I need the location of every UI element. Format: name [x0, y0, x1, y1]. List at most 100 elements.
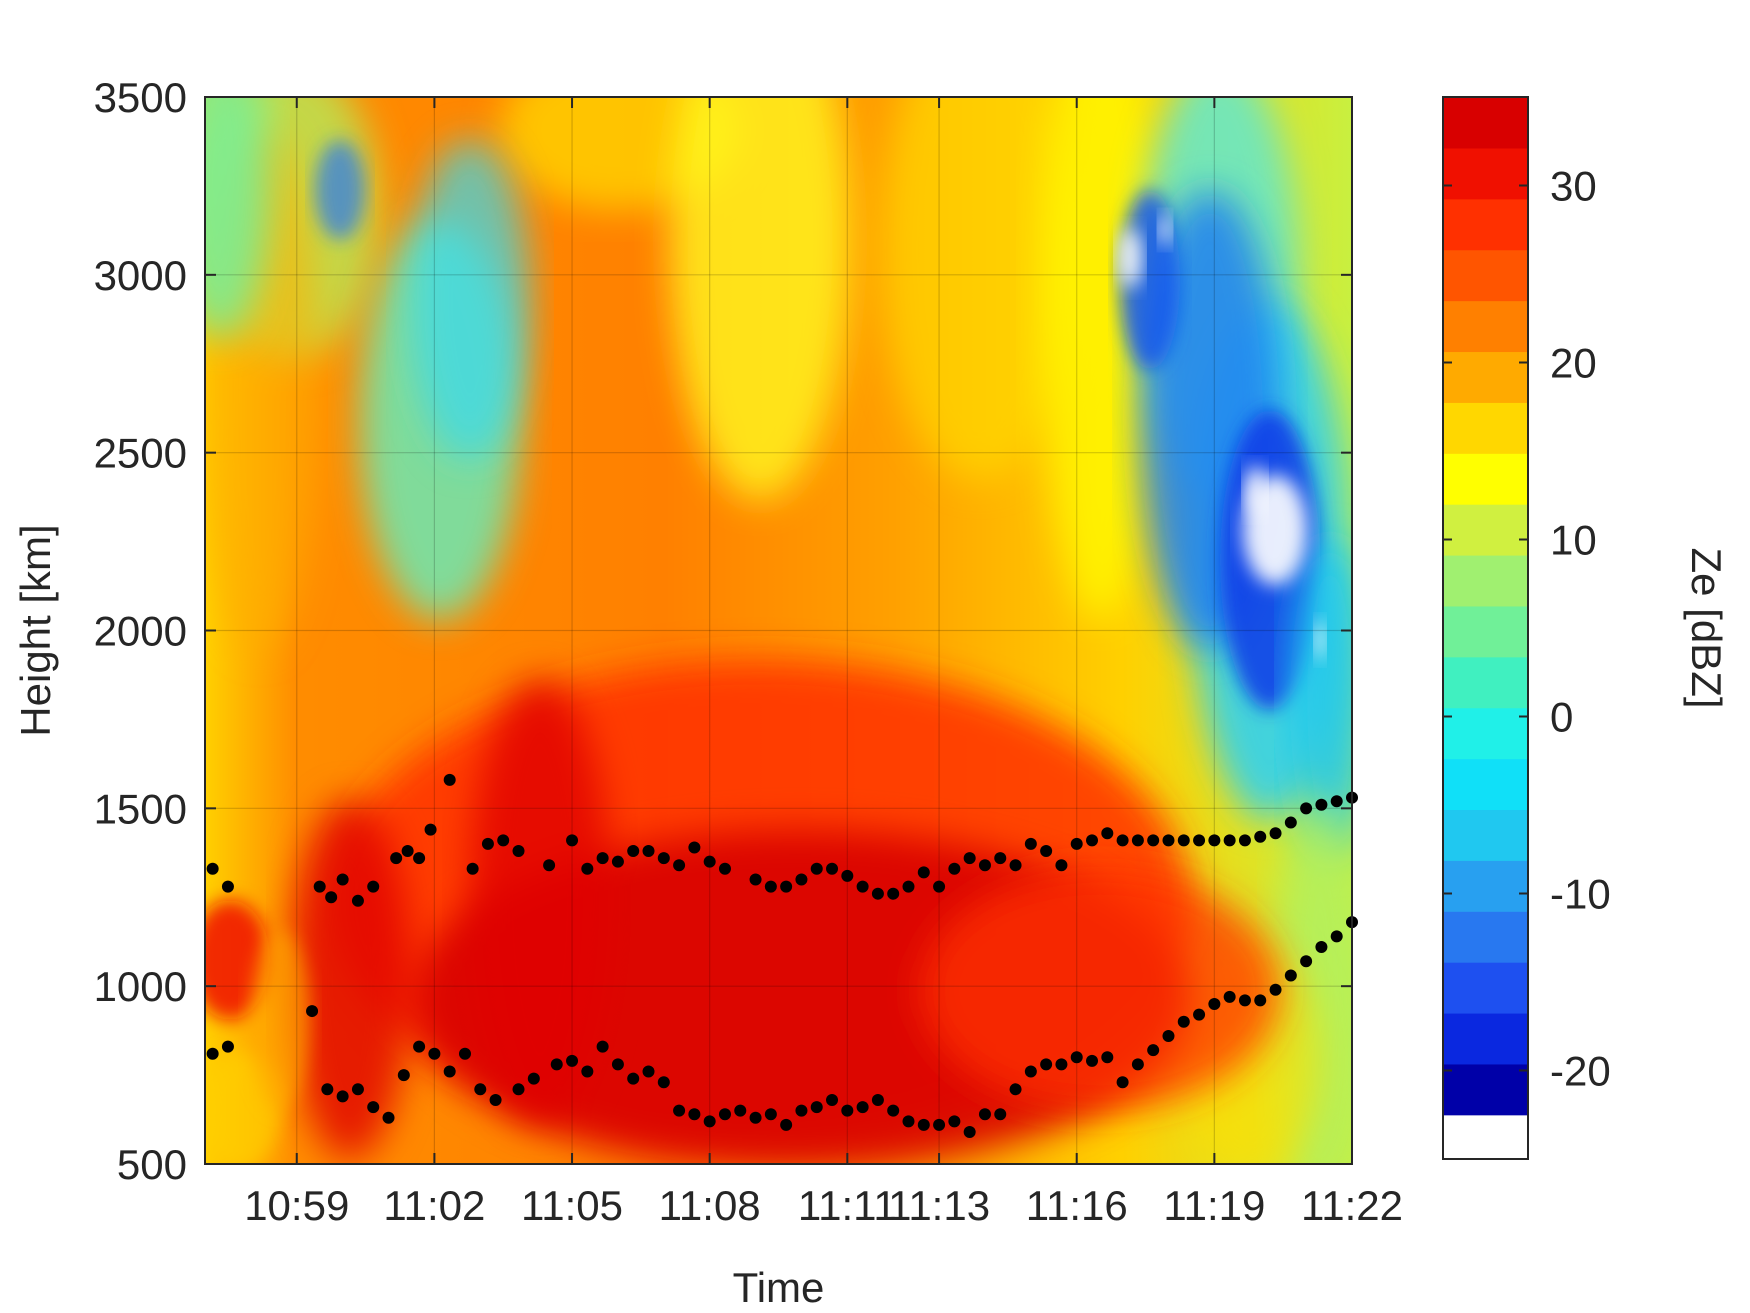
- colorbar-band: [1443, 300, 1528, 353]
- data-point: [810, 1101, 823, 1114]
- data-point: [1055, 1058, 1068, 1071]
- data-point: [917, 866, 930, 879]
- data-point: [1269, 827, 1282, 840]
- y-tick-label: 2000: [94, 608, 187, 655]
- data-point: [325, 891, 338, 904]
- y-tick-label: 3000: [94, 252, 187, 299]
- data-point: [1009, 1083, 1022, 1096]
- data-point: [963, 852, 976, 865]
- x-axis-title: Time: [733, 1264, 825, 1311]
- data-point: [428, 1047, 441, 1060]
- colorbar-band: [1443, 147, 1528, 200]
- x-tick-label: 11:22: [1301, 1182, 1403, 1229]
- colorbar-band: [1443, 707, 1528, 760]
- colorbar-band: [1443, 453, 1528, 505]
- data-point: [489, 1093, 502, 1106]
- colorbar-band: [1443, 962, 1528, 1014]
- data-point: [481, 837, 494, 850]
- data-point: [512, 1083, 525, 1096]
- data-point: [764, 880, 777, 893]
- data-point: [390, 852, 403, 865]
- data-point: [703, 855, 716, 868]
- colorbar-tick-label: 10: [1550, 517, 1597, 564]
- data-point: [718, 1108, 731, 1121]
- data-point: [749, 1111, 762, 1124]
- data-point: [351, 1083, 364, 1096]
- data-point: [1070, 837, 1083, 850]
- data-point: [306, 1005, 319, 1018]
- data-point: [1116, 1076, 1129, 1089]
- data-point: [611, 855, 624, 868]
- data-point: [512, 845, 525, 858]
- data-point: [1147, 1044, 1160, 1057]
- data-point: [871, 1093, 884, 1106]
- colorbar-tick-label: 0: [1550, 694, 1573, 741]
- data-point: [1284, 969, 1297, 982]
- data-point: [1055, 859, 1068, 872]
- data-point: [611, 1058, 624, 1071]
- data-point: [1223, 834, 1236, 847]
- data-point: [948, 1115, 961, 1128]
- reflectivity-heatmap: [205, 97, 1352, 1164]
- series-1: [206, 773, 1358, 907]
- data-point: [1208, 834, 1221, 847]
- data-point: [1070, 1051, 1083, 1064]
- data-point: [466, 862, 479, 875]
- data-point: [566, 1054, 579, 1067]
- data-point: [994, 1108, 1007, 1121]
- data-point: [856, 1101, 869, 1114]
- data-point: [902, 1115, 915, 1128]
- data-point: [1238, 994, 1251, 1007]
- data-point: [780, 1118, 793, 1131]
- y-axis-title: Height [km]: [12, 524, 59, 736]
- data-point: [1040, 1058, 1053, 1071]
- data-point: [1223, 990, 1236, 1003]
- data-point: [871, 887, 884, 900]
- x-tick-label: 11:19: [1163, 1182, 1265, 1229]
- data-point: [978, 1108, 991, 1121]
- data-point: [443, 1065, 456, 1078]
- data-point: [887, 887, 900, 900]
- data-point: [1009, 859, 1022, 872]
- data-point: [1254, 830, 1267, 843]
- data-point: [933, 880, 946, 893]
- data-point: [917, 1118, 930, 1131]
- data-point: [1284, 816, 1297, 829]
- data-series: [206, 773, 1358, 1138]
- data-point: [948, 862, 961, 875]
- data-point: [443, 773, 456, 786]
- colorbar-tick-label: -10: [1550, 871, 1611, 918]
- colorbar-band: [1443, 198, 1528, 251]
- x-tick-label: 11:16: [1026, 1182, 1128, 1229]
- data-point: [734, 1104, 747, 1117]
- data-point: [795, 1104, 808, 1117]
- data-point: [657, 1076, 670, 1089]
- data-point: [474, 1083, 487, 1096]
- x-tick-label: 10:59: [244, 1182, 349, 1229]
- colorbar-band: [1443, 249, 1528, 302]
- data-point: [313, 880, 326, 893]
- colorbar-band: [1443, 1012, 1528, 1065]
- data-point: [336, 873, 349, 886]
- data-point: [581, 1065, 594, 1078]
- data-point: [673, 859, 686, 872]
- data-point: [1254, 994, 1267, 1007]
- data-point: [887, 1104, 900, 1117]
- colorbar-band: [1443, 1114, 1528, 1159]
- no-echo-region: [1245, 465, 1265, 515]
- data-point: [978, 859, 991, 872]
- data-point: [749, 873, 762, 886]
- data-point: [826, 862, 839, 875]
- colorbar-band: [1443, 504, 1528, 556]
- data-point: [221, 1040, 234, 1053]
- y-tick-label: 3500: [94, 74, 187, 121]
- x-tick-label: 11:11: [798, 1182, 897, 1229]
- data-point: [581, 862, 594, 875]
- data-point: [367, 1101, 380, 1114]
- data-point: [1131, 1058, 1144, 1071]
- colorbar-band: [1443, 911, 1528, 963]
- data-point: [627, 1072, 640, 1085]
- x-tick-label: 11:08: [659, 1182, 761, 1229]
- data-point: [1315, 798, 1328, 811]
- data-point: [1193, 1008, 1206, 1021]
